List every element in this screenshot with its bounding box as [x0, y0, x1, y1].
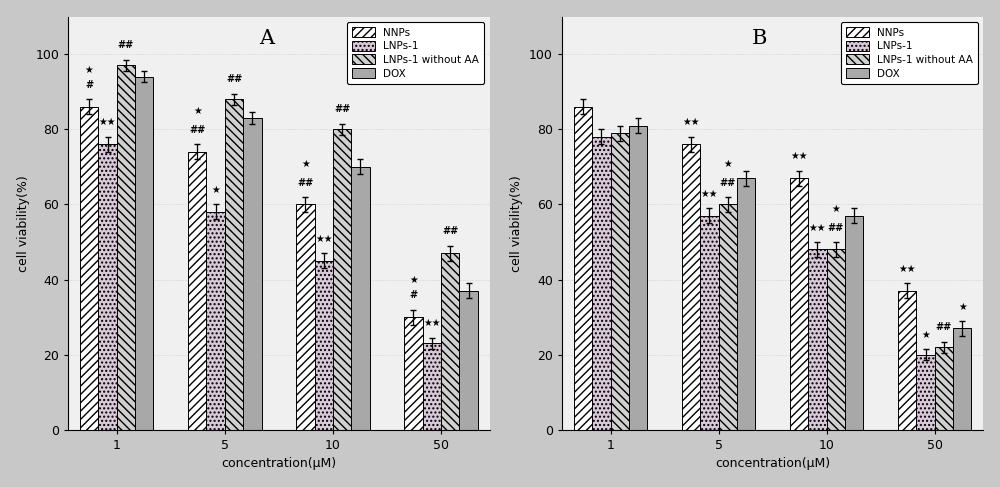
- Text: ★: ★: [921, 330, 930, 339]
- Bar: [404, 317, 423, 430]
- Bar: [135, 77, 153, 430]
- Legend: NNPs, LNPs-1, LNPs-1 without AA, DOX: NNPs, LNPs-1, LNPs-1 without AA, DOX: [347, 22, 484, 84]
- Bar: [80, 107, 98, 430]
- Bar: [333, 130, 351, 430]
- X-axis label: concentration(μM): concentration(μM): [221, 457, 336, 470]
- Text: ★: ★: [723, 159, 732, 169]
- Text: #: #: [409, 290, 417, 300]
- Y-axis label: cell viability(%): cell viability(%): [510, 175, 523, 272]
- Bar: [790, 178, 808, 430]
- Text: ##: ##: [442, 226, 458, 236]
- Bar: [423, 343, 441, 430]
- Text: ##: ##: [720, 178, 736, 187]
- Text: ★: ★: [958, 301, 967, 312]
- Text: ★★: ★★: [99, 117, 116, 128]
- Text: ★: ★: [211, 185, 220, 195]
- Bar: [188, 152, 206, 430]
- Text: ★★: ★★: [315, 234, 332, 244]
- Bar: [629, 126, 647, 430]
- Text: ##: ##: [334, 104, 350, 114]
- Bar: [592, 137, 611, 430]
- X-axis label: concentration(μM): concentration(μM): [715, 457, 830, 470]
- Text: ★★: ★★: [898, 264, 916, 274]
- Text: ★★: ★★: [790, 151, 808, 161]
- Bar: [574, 107, 592, 430]
- Bar: [916, 355, 935, 430]
- Text: A: A: [259, 29, 274, 48]
- Bar: [808, 249, 827, 430]
- Text: ★★: ★★: [682, 117, 700, 128]
- Text: ★: ★: [301, 159, 310, 169]
- Text: ★★: ★★: [809, 223, 826, 233]
- Bar: [459, 291, 478, 430]
- Text: ★: ★: [193, 106, 202, 116]
- Bar: [845, 216, 863, 430]
- Bar: [935, 347, 953, 430]
- Text: ★★: ★★: [701, 189, 718, 199]
- Text: ##: ##: [828, 223, 844, 233]
- Text: ★: ★: [831, 204, 840, 214]
- Text: ##: ##: [297, 178, 313, 187]
- Bar: [827, 249, 845, 430]
- Bar: [315, 261, 333, 430]
- Text: ##: ##: [936, 322, 952, 332]
- Text: ##: ##: [118, 40, 134, 51]
- Text: ★★: ★★: [423, 318, 441, 328]
- Bar: [117, 65, 135, 430]
- Text: B: B: [752, 29, 768, 48]
- Y-axis label: cell viability(%): cell viability(%): [17, 175, 30, 272]
- Bar: [296, 205, 315, 430]
- Bar: [682, 144, 700, 430]
- Bar: [737, 178, 755, 430]
- Bar: [206, 212, 225, 430]
- Bar: [441, 253, 459, 430]
- Bar: [611, 133, 629, 430]
- Bar: [898, 291, 916, 430]
- Bar: [953, 328, 971, 430]
- Bar: [98, 144, 117, 430]
- Legend: NNPs, LNPs-1, LNPs-1 without AA, DOX: NNPs, LNPs-1, LNPs-1 without AA, DOX: [841, 22, 978, 84]
- Text: #: #: [85, 80, 93, 90]
- Text: ##: ##: [226, 74, 242, 84]
- Text: ★: ★: [85, 65, 94, 75]
- Bar: [700, 216, 719, 430]
- Bar: [225, 99, 243, 430]
- Bar: [243, 118, 262, 430]
- Text: ★: ★: [409, 275, 418, 285]
- Bar: [351, 167, 370, 430]
- Bar: [719, 205, 737, 430]
- Text: ##: ##: [189, 125, 205, 135]
